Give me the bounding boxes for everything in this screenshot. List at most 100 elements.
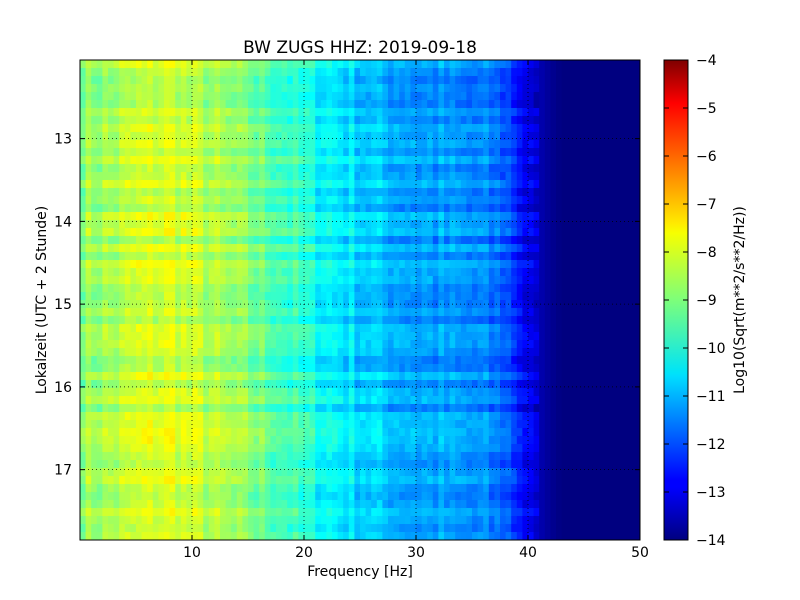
heatmap-cell bbox=[80, 108, 87, 117]
heatmap-cell bbox=[404, 68, 411, 77]
heatmap-cell bbox=[466, 452, 473, 461]
heatmap-cell bbox=[175, 340, 182, 349]
heatmap-cell bbox=[628, 300, 635, 309]
heatmap-cell bbox=[309, 276, 316, 285]
heatmap-cell bbox=[404, 412, 411, 421]
heatmap-cell bbox=[432, 140, 439, 149]
heatmap-cell bbox=[404, 164, 411, 173]
heatmap-cell bbox=[460, 420, 467, 429]
heatmap-cell bbox=[466, 396, 473, 405]
heatmap-cell bbox=[365, 188, 372, 197]
heatmap-cell bbox=[477, 292, 484, 301]
heatmap-cell bbox=[516, 132, 523, 141]
heatmap-cell bbox=[595, 300, 602, 309]
heatmap-cell bbox=[220, 292, 227, 301]
heatmap-cell bbox=[438, 252, 445, 261]
heatmap-cell bbox=[371, 396, 378, 405]
heatmap-cell bbox=[382, 196, 389, 205]
heatmap-cell bbox=[371, 124, 378, 133]
heatmap-cell bbox=[242, 212, 249, 221]
spectrogram-heatmap bbox=[80, 60, 640, 540]
heatmap-cell bbox=[270, 84, 277, 93]
heatmap-cell bbox=[539, 372, 546, 381]
heatmap-cell bbox=[180, 68, 187, 77]
heatmap-cell bbox=[175, 124, 182, 133]
heatmap-cell bbox=[80, 444, 87, 453]
heatmap-cell bbox=[466, 236, 473, 245]
heatmap-cell bbox=[337, 188, 344, 197]
heatmap-cell bbox=[264, 236, 271, 245]
heatmap-cell bbox=[136, 308, 143, 317]
heatmap-cell bbox=[404, 132, 411, 141]
heatmap-cell bbox=[477, 308, 484, 317]
heatmap-cell bbox=[539, 236, 546, 245]
heatmap-cell bbox=[528, 68, 535, 77]
heatmap-cell bbox=[556, 68, 563, 77]
heatmap-cell bbox=[584, 308, 591, 317]
heatmap-cell bbox=[197, 372, 204, 381]
heatmap-cell bbox=[287, 60, 294, 69]
heatmap-cell bbox=[556, 188, 563, 197]
heatmap-cell bbox=[628, 364, 635, 373]
heatmap-cell bbox=[623, 404, 630, 413]
heatmap-cell bbox=[281, 76, 288, 85]
heatmap-cell bbox=[102, 164, 109, 173]
heatmap-cell bbox=[455, 252, 462, 261]
heatmap-cell bbox=[371, 188, 378, 197]
heatmap-cell bbox=[152, 116, 159, 125]
heatmap-cell bbox=[612, 316, 619, 325]
heatmap-cell bbox=[606, 380, 613, 389]
heatmap-cell bbox=[197, 244, 204, 253]
heatmap-cell bbox=[634, 404, 640, 413]
heatmap-cell bbox=[287, 180, 294, 189]
heatmap-cell bbox=[522, 292, 529, 301]
heatmap-cell bbox=[164, 444, 171, 453]
heatmap-cell bbox=[416, 180, 423, 189]
heatmap-cell bbox=[550, 132, 557, 141]
heatmap-cell bbox=[141, 332, 148, 341]
heatmap-cell bbox=[91, 156, 98, 165]
heatmap-cell bbox=[578, 356, 585, 365]
heatmap-cell bbox=[511, 292, 518, 301]
heatmap-cell bbox=[399, 340, 406, 349]
heatmap-cell bbox=[595, 412, 602, 421]
heatmap-cell bbox=[298, 140, 305, 149]
heatmap-cell bbox=[416, 244, 423, 253]
heatmap-cell bbox=[203, 148, 210, 157]
heatmap-cell bbox=[365, 116, 372, 125]
heatmap-cell bbox=[393, 68, 400, 77]
heatmap-cell bbox=[404, 180, 411, 189]
heatmap-cell bbox=[326, 220, 333, 229]
heatmap-cell bbox=[388, 132, 395, 141]
heatmap-cell bbox=[180, 308, 187, 317]
heatmap-cell bbox=[410, 284, 417, 293]
heatmap-cell bbox=[281, 252, 288, 261]
heatmap-cell bbox=[460, 132, 467, 141]
heatmap-cell bbox=[460, 332, 467, 341]
heatmap-cell bbox=[91, 260, 98, 269]
heatmap-cell bbox=[634, 100, 640, 109]
heatmap-cell bbox=[208, 292, 215, 301]
heatmap-cell bbox=[567, 156, 574, 165]
heatmap-cell bbox=[483, 300, 490, 309]
heatmap-cell bbox=[438, 364, 445, 373]
heatmap-cell bbox=[623, 124, 630, 133]
heatmap-cell bbox=[175, 148, 182, 157]
heatmap-cell bbox=[136, 412, 143, 421]
heatmap-cell bbox=[360, 172, 367, 181]
heatmap-cell bbox=[175, 268, 182, 277]
heatmap-cell bbox=[152, 300, 159, 309]
heatmap-cell bbox=[472, 220, 479, 229]
heatmap-cell bbox=[421, 348, 428, 357]
heatmap-cell bbox=[169, 252, 176, 261]
heatmap-cell bbox=[225, 252, 232, 261]
heatmap-cell bbox=[164, 340, 171, 349]
heatmap-cell bbox=[500, 340, 507, 349]
heatmap-cell bbox=[186, 364, 193, 373]
heatmap-cell bbox=[544, 220, 551, 229]
heatmap-cell bbox=[533, 340, 540, 349]
heatmap-cell bbox=[589, 212, 596, 221]
heatmap-cell bbox=[388, 156, 395, 165]
heatmap-cell bbox=[124, 404, 131, 413]
heatmap-cell bbox=[494, 404, 501, 413]
